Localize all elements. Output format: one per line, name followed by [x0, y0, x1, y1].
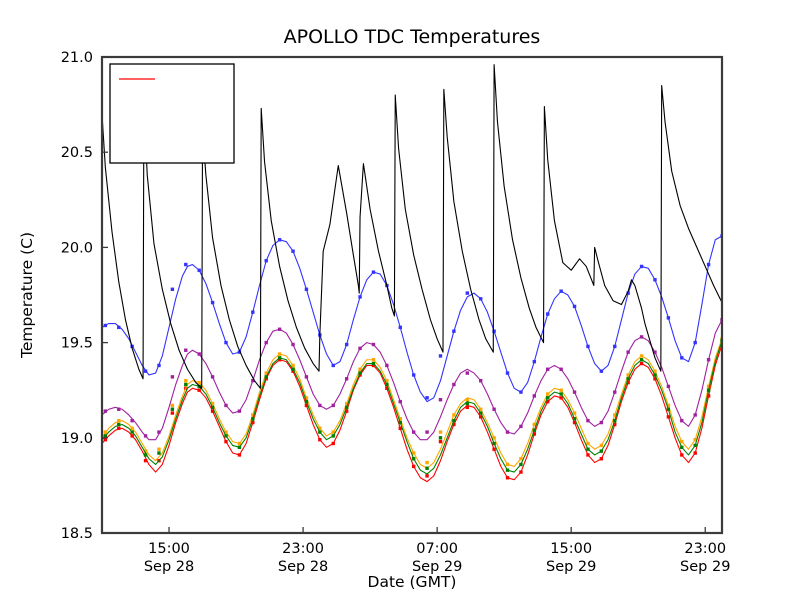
series-markers-tdc1	[103, 342, 722, 480]
chart-title: APOLLO TDC Temperatures	[284, 26, 541, 48]
x-tick-label-time: 23:00	[684, 541, 726, 557]
series-line-tdc5	[102, 319, 722, 441]
series-line-tdc2	[102, 338, 722, 469]
x-tick-label-time: 15:00	[550, 541, 592, 557]
y-tick-label: 19.5	[61, 336, 93, 352]
x-axis-label: Date (GMT)	[368, 573, 457, 591]
y-axis-ticks: 18.5 19.0 19.5 20.0 20.5 21.0	[61, 50, 108, 542]
y-tick-label: 21.0	[61, 50, 93, 66]
y-axis-label: Temperature (C)	[18, 232, 36, 359]
legend-background	[109, 63, 235, 164]
x-tick-label-date: Sep 29	[680, 559, 730, 575]
data-series-group	[102, 64, 722, 483]
series-markers-tdc5	[103, 318, 722, 438]
x-tick-label-date: Sep 29	[546, 559, 596, 575]
x-tick-label-date: Sep 28	[278, 559, 328, 575]
x-tick-label-time: 07:00	[416, 541, 458, 557]
series-markers-tdc2	[103, 337, 722, 467]
x-tick-label-time: 15:00	[148, 541, 190, 557]
x-tick-label-time: 23:00	[282, 541, 324, 557]
x-tick-label-date: Sep 28	[144, 559, 194, 575]
axes-frame	[100, 55, 724, 535]
series-line-tdc1	[102, 343, 722, 483]
series-markers-tdc3	[103, 339, 722, 472]
x-axis-ticks: 15:00 Sep 28 23:00 Sep 28 07:00 Sep 29 15:00 Se…	[144, 527, 730, 575]
y-tick-label: 19.0	[61, 431, 93, 447]
chart-legend	[109, 63, 235, 164]
y-tick-label: 18.5	[61, 526, 93, 542]
y-tick-label: 20.0	[61, 240, 93, 256]
series-line-tdc3	[102, 340, 722, 475]
y-tick-label: 20.5	[61, 145, 93, 161]
x-tick-label-date: Sep 29	[412, 559, 462, 575]
